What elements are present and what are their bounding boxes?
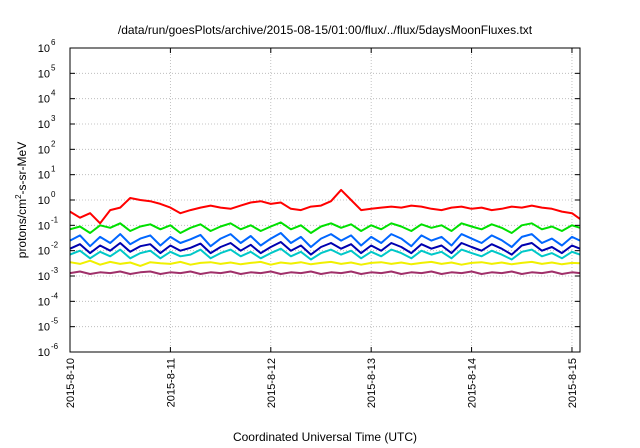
y-axis-label: protons/cm2-s-sr-MeV: [14, 142, 29, 258]
y-axis-label-sup: 2: [14, 194, 23, 199]
y-axis-label-post: -s-sr-MeV: [15, 142, 29, 195]
y-tick-exponent: 1: [51, 165, 56, 174]
x-tick-label: 2015-8-14: [467, 358, 479, 408]
y-tick-exponent: 3: [51, 114, 56, 123]
y-tick-base: 10: [38, 195, 50, 207]
y-tick-base: 10: [38, 296, 50, 308]
series-line: [69, 247, 581, 261]
y-tick-label: 10-6: [38, 342, 59, 359]
y-tick-exponent: 6: [51, 38, 56, 47]
y-tick-label: 103: [38, 114, 56, 131]
y-tick-base: 10: [38, 144, 50, 156]
y-tick-base: 10: [38, 68, 50, 80]
y-tick-base: 10: [38, 220, 50, 232]
x-tick-label: 2015-8-11: [165, 358, 177, 407]
y-tick-label: 10-1: [38, 215, 59, 232]
y-tick-base: 10: [38, 43, 50, 55]
y-tick-base: 10: [38, 94, 50, 106]
y-tick-exponent: -5: [51, 317, 59, 326]
y-tick-label: 105: [38, 63, 56, 80]
series-layer: [69, 188, 581, 275]
x-axis: 2015-8-10 2015-8-11 2015-8-12 2015-8-13 2015…: [65, 48, 579, 408]
y-tick-exponent: -3: [51, 266, 59, 275]
series-line: [69, 241, 581, 256]
y-tick-label: 10-5: [38, 317, 59, 334]
y-tick-label: 106: [38, 38, 56, 55]
y-axis: 10-610-510-410-310-210-11001011021031041…: [38, 38, 580, 359]
y-tick-exponent: -6: [51, 342, 59, 351]
y-tick-base: 10: [38, 322, 50, 334]
series-line: [69, 270, 581, 275]
x-axis-label: Coordinated Universal Time (UTC): [233, 430, 417, 444]
y-tick-exponent: -4: [51, 291, 59, 300]
y-tick-base: 10: [38, 119, 50, 131]
y-tick-exponent: 5: [51, 63, 56, 72]
y-tick-label: 10-2: [38, 241, 59, 258]
series-line: [69, 232, 581, 248]
y-tick-base: 10: [38, 170, 50, 182]
series-line: [69, 188, 581, 225]
y-tick-label: 10-4: [38, 291, 59, 308]
x-tick-label: 2015-8-15: [567, 358, 579, 408]
y-tick-label: 102: [38, 139, 56, 156]
y-tick-exponent: -1: [51, 215, 59, 224]
y-tick-base: 10: [38, 271, 50, 283]
y-tick-label: 104: [38, 89, 56, 106]
y-tick-label: 100: [38, 190, 56, 207]
y-tick-exponent: 2: [51, 139, 56, 148]
y-tick-base: 10: [38, 347, 50, 359]
x-tick-label: 2015-8-13: [366, 358, 378, 408]
y-tick-exponent: -2: [51, 241, 59, 250]
y-axis-label-pre: protons/cm: [15, 199, 29, 258]
x-tick-label: 2015-8-12: [266, 358, 278, 408]
x-tick-label: 2015-8-10: [65, 358, 77, 408]
series-line: [69, 221, 581, 234]
y-tick-label: 10-3: [38, 266, 59, 283]
series-line: [69, 259, 581, 267]
y-tick-exponent: 4: [51, 89, 56, 98]
y-tick-base: 10: [38, 246, 50, 258]
y-tick-exponent: 0: [51, 190, 56, 199]
y-tick-label: 101: [38, 165, 56, 182]
chart-title: /data/run/goesPlots/archive/2015-08-15/0…: [118, 23, 533, 37]
